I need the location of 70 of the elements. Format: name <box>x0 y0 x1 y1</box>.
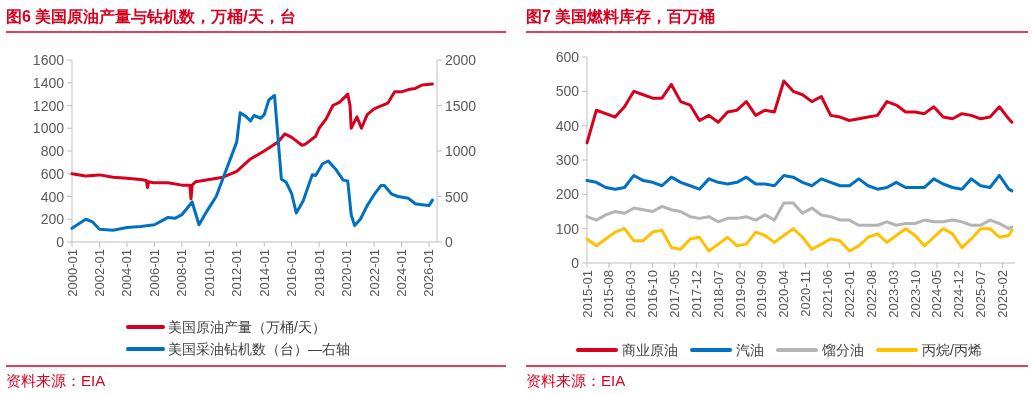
y-tick-label: 0 <box>571 255 580 271</box>
y-tick-label: 600 <box>40 165 65 182</box>
text: 资料来源：EIA <box>526 372 626 389</box>
legend-label: 汽油 <box>736 342 764 358</box>
y-tick-label: 1400 <box>32 74 65 91</box>
x-tick-label: 2004-01 <box>119 249 135 297</box>
y-tick-label: 400 <box>555 117 580 134</box>
x-tick-label: 2020-01 <box>339 249 355 297</box>
line-series <box>585 227 1014 253</box>
legend-label: 美国原油产量（万桶/天） <box>168 319 326 335</box>
x-tick-label: 2024-05 <box>929 270 945 318</box>
x-tick-label: 2015-08 <box>601 270 617 318</box>
y2-tick-label: 1000 <box>445 143 477 159</box>
legend-label: 丙烷/丙烯 <box>922 342 982 358</box>
x-tick-label: 2002-01 <box>91 249 107 297</box>
x-tick-label: 2017-05 <box>666 270 682 318</box>
x-tick-label: 2015-01 <box>579 270 595 318</box>
y2-tick-label: 0 <box>445 234 453 250</box>
y-tick-label: 100 <box>555 220 580 237</box>
x-tick-label: 2018-01 <box>311 249 327 297</box>
x-tick-label: 2023-03 <box>885 270 901 318</box>
x-tick-label: 2010-01 <box>201 249 217 297</box>
x-tick-label: 2016-03 <box>623 270 639 318</box>
y-tick-label: 500 <box>555 83 580 100</box>
x-tick-label: 2023-10 <box>907 270 923 318</box>
y2-tick-label: 2000 <box>445 52 477 68</box>
x-tick-label: 2019-09 <box>754 270 770 318</box>
line-series <box>585 173 1014 193</box>
y-tick-label: 1600 <box>32 52 65 68</box>
y-tick-label: 1000 <box>32 120 65 137</box>
line-series <box>70 93 434 232</box>
x-tick-label: 2021-06 <box>820 270 836 318</box>
x-tick-label: 2016-10 <box>645 270 661 318</box>
x-tick-label: 2022-01 <box>841 270 857 318</box>
x-tick-label: 2012-01 <box>229 249 245 297</box>
x-tick-label: 2019-02 <box>732 270 748 318</box>
x-tick-label: 2022-01 <box>366 249 382 297</box>
x-tick-label: 2024-12 <box>951 270 967 318</box>
chart-title: 图6 美国原油产量与钻机数，万桶/天，台 <box>6 7 296 25</box>
y-tick-label: 200 <box>555 186 580 203</box>
x-tick-label: 2025-07 <box>973 270 989 318</box>
line-series <box>585 79 1014 145</box>
legend-label: 商业原油 <box>622 342 678 358</box>
x-tick-label: 2017-12 <box>688 270 704 318</box>
x-tick-label: 2018-07 <box>710 270 726 318</box>
x-tick-label: 2006-01 <box>146 249 162 297</box>
legend-label: 馏分油 <box>821 342 864 358</box>
x-tick-label: 2020-04 <box>776 270 792 318</box>
x-tick-label: 2000-01 <box>64 249 80 297</box>
line-series <box>70 82 434 201</box>
x-tick-label: 2024-01 <box>394 249 410 297</box>
y2-tick-label: 1500 <box>445 97 477 114</box>
x-tick-label: 2020-11 <box>798 270 814 317</box>
x-tick-label: 2016-01 <box>284 249 300 297</box>
y-tick-label: 400 <box>40 188 65 205</box>
x-tick-label: 2014-01 <box>256 249 272 297</box>
chart-title: 图7 美国燃料库存，百万桶 <box>526 7 716 25</box>
y-tick-label: 800 <box>40 143 65 159</box>
y-tick-label: 1200 <box>32 97 65 114</box>
legend-label: 美国采油钻机数（台）—右轴 <box>168 341 350 357</box>
x-tick-label: 2026-01 <box>421 249 437 297</box>
text: 资料来源：EIA <box>6 372 106 389</box>
y-tick-label: 0 <box>56 234 65 250</box>
y-tick-label: 200 <box>40 211 65 228</box>
x-tick-label: 2022-08 <box>863 270 879 318</box>
y-tick-label: 300 <box>555 152 580 168</box>
y-tick-label: 600 <box>555 49 580 65</box>
y2-tick-label: 500 <box>445 188 469 205</box>
x-tick-label: 2026-02 <box>995 270 1010 318</box>
x-tick-label: 2008-01 <box>174 249 190 297</box>
